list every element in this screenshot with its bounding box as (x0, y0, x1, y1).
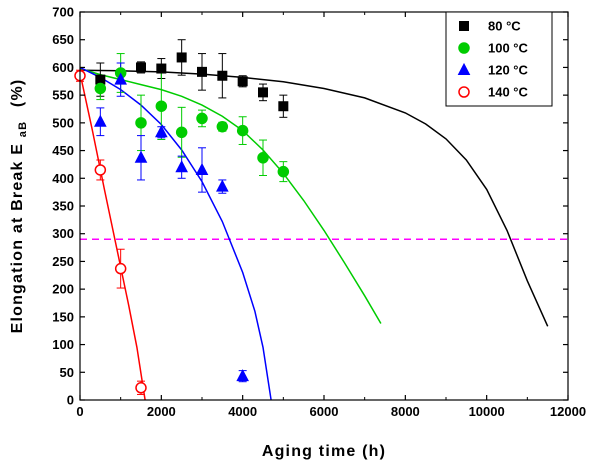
data-point-series-3 (216, 179, 229, 192)
y-tick-label: 550 (52, 88, 74, 103)
y-tick-label: 450 (52, 143, 74, 158)
y-tick-label: 400 (52, 171, 74, 186)
data-point-series-3 (195, 162, 209, 175)
y-tick-label: 350 (52, 199, 74, 214)
legend-label-1: 80 °C (488, 19, 521, 34)
x-tick-label: 4000 (228, 404, 257, 419)
y-tick-label: 50 (60, 365, 74, 380)
y-axis-title-subscript: aB (17, 121, 29, 137)
y-tick-label: 100 (52, 337, 74, 352)
y-tick-label: 300 (52, 226, 74, 241)
x-tick-label: 12000 (550, 404, 586, 419)
y-axis-title-unit: (%) (9, 79, 26, 107)
x-tick-label: 2000 (147, 404, 176, 419)
fit-curves (79, 66, 549, 401)
data-point-series-2 (216, 120, 229, 133)
x-tick-label: 8000 (391, 404, 420, 419)
legend-label-4: 140 °C (488, 85, 529, 100)
x-tick-label: 10000 (469, 404, 505, 419)
x-axis-title: Aging time (h) (262, 443, 386, 460)
data-point-series-2 (155, 100, 168, 112)
data-point-series-2 (196, 112, 208, 125)
data-point-series-2 (257, 152, 269, 164)
y-tick-label: 700 (52, 5, 74, 20)
data-point-series-1 (217, 70, 228, 81)
data-point-series-2 (236, 124, 249, 137)
y-axis-title: Elongation at Break E aB (%) (9, 79, 30, 334)
data-point-series-2 (175, 126, 188, 139)
data-point-series-1 (278, 101, 289, 112)
y-tick-label: 200 (52, 282, 74, 297)
y-tick-label: 500 (52, 115, 74, 130)
data-point-series-3 (114, 72, 127, 85)
data-markers (74, 52, 290, 394)
data-point-series-1 (156, 63, 167, 74)
data-point-series-2 (277, 165, 290, 178)
data-point-series-4 (94, 164, 107, 176)
legend-marker-4 (458, 86, 470, 98)
data-point-series-3 (236, 369, 249, 382)
legend-marker-3 (457, 62, 471, 75)
data-point-series-4 (114, 262, 127, 275)
x-tick-label: 0 (76, 404, 83, 419)
y-tick-label: 600 (52, 60, 74, 75)
data-point-series-1 (136, 62, 146, 73)
fit-curve-series-4 (79, 72, 146, 401)
fit-curve-series-3 (79, 66, 272, 401)
fit-curve-series-2 (79, 67, 382, 324)
data-point-series-1 (237, 76, 248, 87)
data-point-series-1 (258, 87, 268, 98)
data-point-series-3 (155, 125, 168, 138)
legend: 80 °C 100 °C 120 °C 140 °C (445, 11, 553, 107)
data-point-series-1 (176, 52, 187, 63)
data-point-series-1 (197, 66, 207, 77)
y-axis-title-main: Elongation at Break E (9, 143, 26, 334)
tick-labels: 0 2000 4000 6000 8000 10000 12000 0 50 100 150 200 2… (52, 5, 586, 420)
y-tick-label: 250 (52, 254, 74, 269)
y-tick-label: 150 (52, 309, 74, 324)
y-tick-label: 650 (52, 32, 74, 47)
legend-label-2: 100 °C (488, 41, 529, 56)
y-tick-label: 0 (67, 393, 74, 408)
legend-label-3: 120 °C (488, 63, 529, 78)
data-point-series-3 (134, 150, 148, 163)
data-point-series-2 (94, 82, 107, 95)
legend-marker-1 (459, 21, 469, 31)
data-point-series-3 (175, 160, 188, 173)
data-point-series-3 (94, 114, 107, 127)
x-tick-label: 6000 (310, 404, 339, 419)
fit-curve-series-1 (79, 69, 549, 327)
error-bars (76, 39, 288, 395)
data-point-series-4 (135, 382, 147, 394)
data-point-series-2 (135, 117, 147, 129)
legend-marker-2 (458, 42, 470, 54)
